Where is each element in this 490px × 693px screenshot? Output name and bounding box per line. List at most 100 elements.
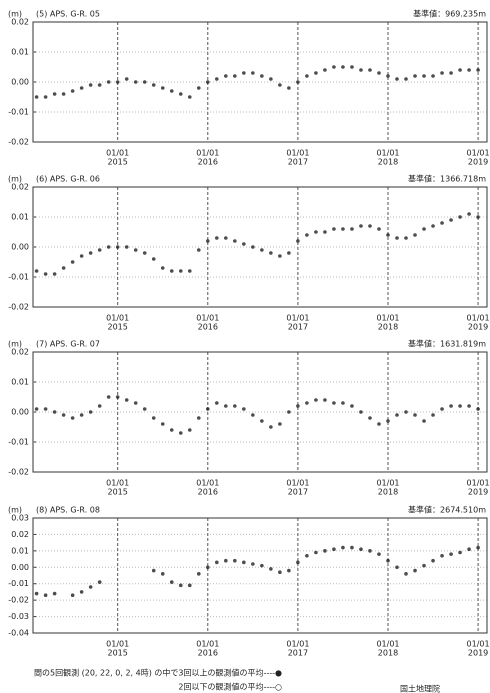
data-point xyxy=(431,224,435,228)
data-point xyxy=(224,74,228,78)
data-point xyxy=(305,74,309,78)
data-point xyxy=(205,565,210,570)
data-point xyxy=(395,413,399,417)
data-point xyxy=(350,545,354,550)
data-point xyxy=(106,245,111,249)
data-point xyxy=(386,419,390,423)
data-point xyxy=(431,74,435,78)
data-point xyxy=(97,83,102,87)
data-point xyxy=(467,547,471,552)
y-tick-label: -0.01 xyxy=(8,579,29,588)
data-point xyxy=(97,248,102,252)
panel-title: (6) APS. G-R. 06 xyxy=(36,175,100,184)
data-point xyxy=(296,404,300,408)
y-axis-label: (m) xyxy=(8,506,22,515)
data-point xyxy=(196,86,201,90)
data-point xyxy=(314,71,318,75)
data-point xyxy=(52,591,57,596)
data-point xyxy=(106,80,111,84)
data-point xyxy=(106,395,111,399)
reference-value: 基準値：1631.819m xyxy=(408,339,486,349)
data-point xyxy=(233,404,237,408)
data-point xyxy=(242,242,246,246)
data-point xyxy=(233,558,237,563)
data-point xyxy=(242,71,246,75)
panel-title: (5) APS. G-R. 05 xyxy=(36,10,100,19)
data-point xyxy=(296,239,300,243)
y-tick-label: -0.04 xyxy=(8,629,29,638)
data-point xyxy=(278,254,282,258)
x-tick-label: 2018 xyxy=(378,488,398,497)
data-point xyxy=(151,257,156,261)
data-point xyxy=(52,92,57,96)
x-tick-day: 01/01 xyxy=(196,640,219,649)
y-axis-label: (m) xyxy=(8,10,22,19)
data-point xyxy=(341,227,345,231)
data-point xyxy=(88,585,93,589)
data-point xyxy=(142,80,147,84)
plot-frame xyxy=(32,186,488,308)
data-point xyxy=(34,407,39,411)
x-tick-label: 2016 xyxy=(198,158,218,167)
data-point xyxy=(359,68,363,72)
x-tick-day: 01/01 xyxy=(376,640,399,649)
data-point xyxy=(386,558,390,563)
data-point xyxy=(476,545,480,550)
plot-frame xyxy=(32,21,488,143)
data-point xyxy=(332,227,336,231)
x-tick-day: 01/01 xyxy=(286,149,309,158)
data-point xyxy=(440,553,444,558)
data-point xyxy=(269,77,273,81)
data-point xyxy=(233,74,237,78)
data-point xyxy=(287,251,291,255)
data-point xyxy=(115,395,120,399)
data-point xyxy=(205,407,210,411)
data-point xyxy=(124,398,129,402)
data-point xyxy=(341,65,345,69)
x-tick-day: 01/01 xyxy=(106,479,129,488)
data-point xyxy=(34,95,39,99)
x-tick-label: 2016 xyxy=(198,649,218,658)
data-point xyxy=(178,431,183,435)
x-tick-label: 2017 xyxy=(288,649,308,658)
data-point xyxy=(196,416,201,420)
data-point xyxy=(458,550,462,555)
data-point xyxy=(368,549,372,553)
plot-frame xyxy=(32,351,488,473)
data-point xyxy=(368,416,372,420)
data-point xyxy=(287,410,291,414)
data-point xyxy=(70,260,75,264)
legend-open: 2回以下の観測値の平均----○ xyxy=(178,682,282,692)
data-point xyxy=(115,245,120,249)
data-point xyxy=(269,567,273,571)
data-point xyxy=(422,74,426,78)
panel-title: (8) APS. G-R. 08 xyxy=(36,506,100,515)
data-point xyxy=(88,83,93,87)
data-point xyxy=(187,269,192,273)
data-point xyxy=(269,425,273,429)
data-point xyxy=(196,248,201,252)
data-point xyxy=(160,86,165,90)
data-point xyxy=(377,552,381,556)
x-tick-label: 2015 xyxy=(108,649,128,658)
data-point xyxy=(160,572,165,576)
y-tick-label: 0.00 xyxy=(11,243,29,252)
data-point xyxy=(404,410,408,414)
data-point xyxy=(296,560,300,565)
x-tick-label: 2018 xyxy=(378,158,398,167)
data-point xyxy=(79,590,84,594)
data-point xyxy=(251,413,255,417)
data-point xyxy=(43,593,48,598)
y-axis-label: (m) xyxy=(8,340,22,349)
data-point xyxy=(260,248,264,252)
data-point xyxy=(314,550,318,555)
y-tick-label: -0.01 xyxy=(8,438,29,447)
data-point xyxy=(467,212,471,216)
data-point xyxy=(61,92,66,96)
x-tick-label: 2019 xyxy=(468,158,488,167)
y-tick-label: 0.01 xyxy=(11,378,29,387)
x-tick-label: 2019 xyxy=(468,649,488,658)
data-point xyxy=(422,227,426,231)
data-point xyxy=(395,565,399,570)
data-point xyxy=(34,269,39,273)
